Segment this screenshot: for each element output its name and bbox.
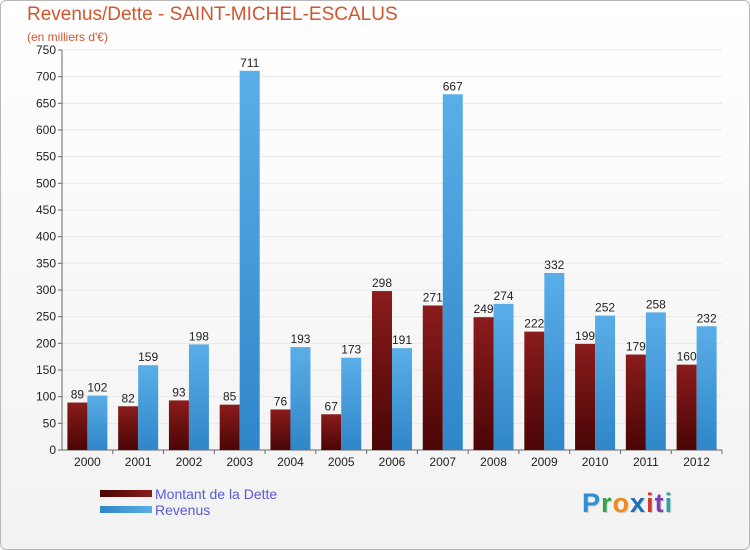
x-tick-label: 2008 bbox=[480, 455, 507, 469]
logo-letter: i bbox=[664, 488, 674, 518]
y-tick-label: 100 bbox=[36, 390, 56, 404]
x-tick-label: 2012 bbox=[683, 455, 710, 469]
bar-revenus bbox=[442, 94, 463, 451]
bar-revenus bbox=[544, 272, 565, 450]
data-label-revenus: 159 bbox=[138, 350, 158, 364]
bar-dette bbox=[575, 343, 596, 450]
y-tick-label: 150 bbox=[36, 363, 56, 377]
x-tick-label: 2010 bbox=[582, 455, 609, 469]
bar-revenus bbox=[290, 347, 311, 450]
data-label-revenus: 252 bbox=[595, 301, 615, 315]
bar-dette bbox=[524, 331, 545, 450]
legend-swatch-revenus bbox=[100, 506, 152, 513]
legend-label-revenus: Revenus bbox=[155, 502, 211, 518]
bar-dette bbox=[67, 402, 88, 450]
y-tick-label: 250 bbox=[36, 310, 56, 324]
chart-subtitle: (en milliers d'€) bbox=[27, 30, 108, 44]
data-label-dette: 271 bbox=[423, 290, 443, 304]
bar-revenus bbox=[87, 395, 108, 450]
logo-letter: o bbox=[612, 488, 631, 518]
bar-revenus bbox=[493, 303, 514, 450]
y-tick-label: 200 bbox=[36, 336, 56, 350]
legend-label-dette: Montant de la Dette bbox=[155, 486, 278, 502]
bar-revenus bbox=[341, 357, 362, 450]
data-label-dette: 199 bbox=[575, 329, 595, 343]
legend-swatch-dette bbox=[100, 490, 152, 497]
y-tick-label: 0 bbox=[49, 443, 56, 457]
data-label-revenus: 191 bbox=[392, 333, 412, 347]
x-tick-label: 2006 bbox=[379, 455, 406, 469]
y-tick-label: 450 bbox=[36, 203, 56, 217]
data-label-revenus: 711 bbox=[240, 56, 259, 70]
x-tick-label: 2000 bbox=[74, 455, 101, 469]
data-label-revenus: 667 bbox=[443, 79, 463, 93]
bar-dette bbox=[372, 291, 392, 450]
data-label-revenus: 274 bbox=[494, 289, 514, 303]
data-label-revenus: 102 bbox=[87, 381, 107, 395]
data-label-dette: 82 bbox=[121, 391, 135, 405]
data-label-dette: 76 bbox=[274, 394, 288, 408]
logo-letter: i bbox=[646, 488, 655, 518]
data-label-revenus: 193 bbox=[290, 332, 310, 346]
bar-revenus bbox=[645, 312, 666, 450]
logo-letter: P bbox=[582, 488, 602, 518]
bar-revenus bbox=[188, 344, 209, 450]
x-tick-label: 2003 bbox=[226, 455, 253, 469]
data-label-dette: 298 bbox=[372, 276, 392, 290]
bar-dette bbox=[422, 305, 443, 450]
data-label-revenus: 173 bbox=[341, 343, 361, 357]
y-tick-label: 600 bbox=[36, 123, 56, 137]
data-label-dette: 67 bbox=[325, 399, 339, 413]
data-label-dette: 93 bbox=[172, 385, 186, 399]
data-label-revenus: 232 bbox=[697, 311, 717, 325]
data-label-revenus: 332 bbox=[544, 258, 564, 272]
y-tick-label: 700 bbox=[36, 70, 56, 84]
y-tick-label: 50 bbox=[43, 416, 57, 430]
bar-dette bbox=[473, 317, 494, 450]
bar-revenus bbox=[392, 348, 412, 450]
y-tick-label: 350 bbox=[36, 256, 56, 270]
y-tick-label: 550 bbox=[36, 150, 56, 164]
x-tick-label: 2001 bbox=[125, 455, 152, 469]
bar-dette bbox=[270, 409, 291, 450]
data-label-dette: 179 bbox=[626, 340, 646, 354]
bar-dette bbox=[219, 404, 240, 450]
logo-letter: x bbox=[630, 488, 647, 518]
x-tick-label: 2005 bbox=[328, 455, 355, 469]
y-tick-label: 650 bbox=[36, 96, 56, 110]
chart-title: Revenus/Dette - SAINT-MICHEL-ESCALUS bbox=[27, 4, 398, 25]
x-tick-label: 2009 bbox=[531, 455, 558, 469]
y-tick-label: 300 bbox=[36, 283, 56, 297]
proxiti-logo: Proxiti bbox=[582, 488, 673, 519]
bar-revenus bbox=[239, 70, 260, 451]
y-tick-label: 400 bbox=[36, 230, 56, 244]
bar-dette bbox=[321, 414, 342, 450]
logo-letter: t bbox=[654, 488, 665, 518]
x-tick-label: 2011 bbox=[633, 455, 659, 469]
bar-dette bbox=[168, 400, 189, 450]
bar-dette bbox=[676, 364, 697, 450]
data-label-dette: 85 bbox=[223, 390, 237, 404]
bar-revenus bbox=[595, 315, 616, 450]
y-tick-label: 500 bbox=[36, 176, 56, 190]
y-tick-label: 750 bbox=[36, 43, 56, 57]
bar-dette bbox=[118, 406, 139, 450]
data-label-dette: 160 bbox=[677, 350, 697, 364]
bar-revenus bbox=[696, 326, 717, 450]
data-label-dette: 89 bbox=[71, 388, 85, 402]
logo-letter: r bbox=[601, 488, 613, 518]
bar-revenus bbox=[138, 365, 159, 450]
x-tick-label: 2002 bbox=[176, 455, 203, 469]
data-label-dette: 249 bbox=[474, 302, 494, 316]
data-label-revenus: 198 bbox=[189, 329, 209, 343]
data-label-dette: 222 bbox=[524, 317, 544, 331]
x-tick-label: 2007 bbox=[429, 455, 456, 469]
x-tick-label: 2004 bbox=[277, 455, 304, 469]
bar-dette bbox=[625, 354, 646, 450]
data-label-revenus: 258 bbox=[646, 297, 666, 311]
